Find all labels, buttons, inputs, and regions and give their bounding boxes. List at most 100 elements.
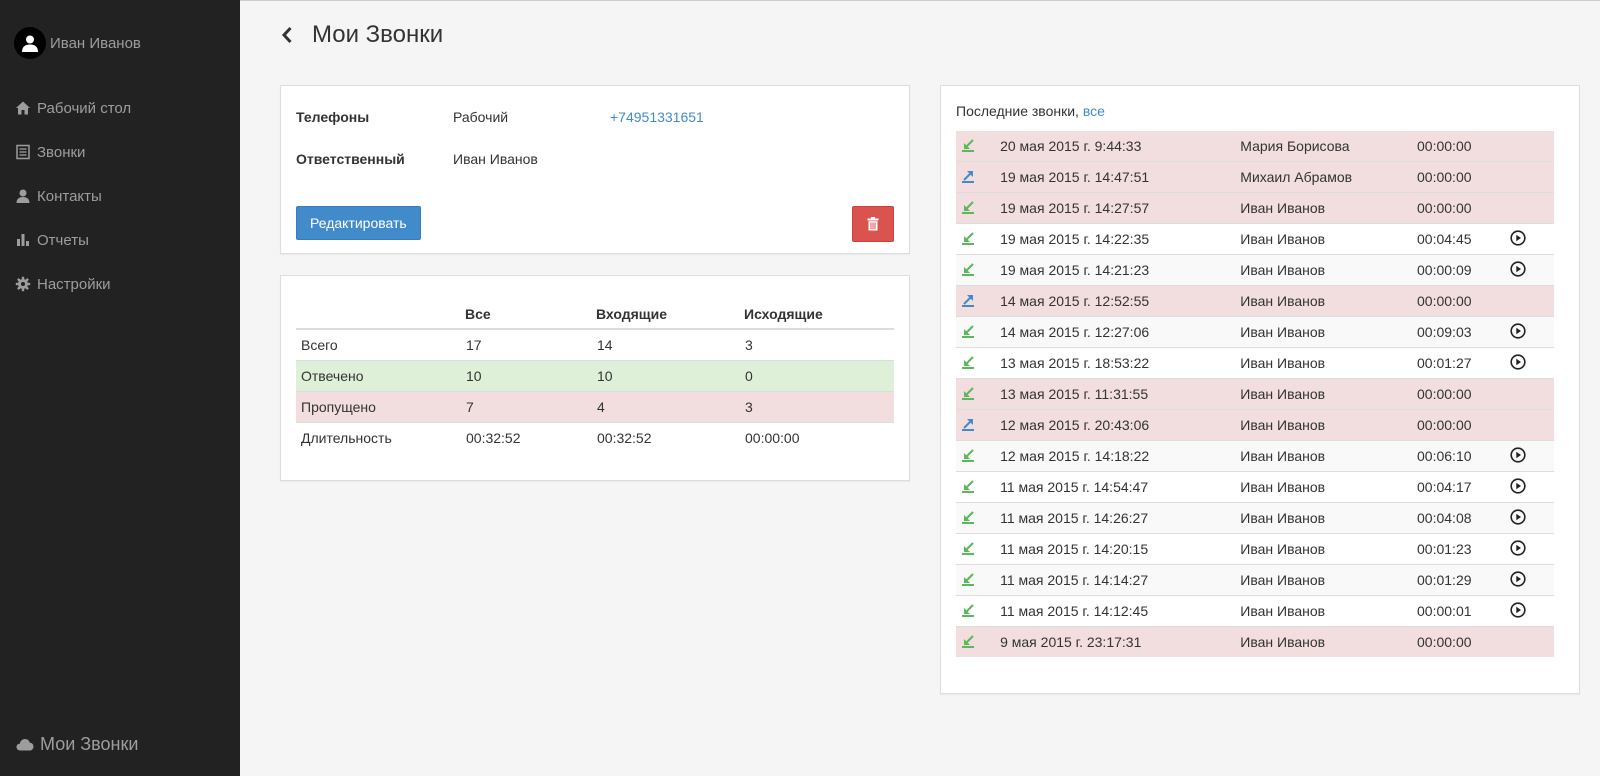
call-contact-name: Иван Иванов bbox=[1235, 285, 1413, 317]
call-play-cell bbox=[1505, 161, 1554, 193]
call-contact-name: Иван Иванов bbox=[1235, 595, 1413, 627]
call-duration: 00:04:17 bbox=[1412, 471, 1506, 503]
call-date: 13 мая 2015 г. 18:53:22 bbox=[995, 347, 1236, 379]
call-date: 11 мая 2015 г. 14:14:27 bbox=[995, 564, 1236, 596]
call-row[interactable]: 12 мая 2015 г. 14:18:22 Иван Иванов 00:06:… bbox=[956, 440, 1554, 472]
call-date: 14 мая 2015 г. 12:52:55 bbox=[995, 285, 1236, 317]
call-direction bbox=[956, 316, 996, 348]
stats-row-answered: Отвечено 10 10 0 bbox=[296, 360, 894, 392]
sidebar-item-contacts[interactable]: Контакты bbox=[0, 174, 240, 218]
stats-row-total: Всего 17 14 3 bbox=[296, 329, 894, 361]
call-direction bbox=[956, 502, 996, 534]
call-play-cell bbox=[1505, 192, 1554, 224]
call-play-cell bbox=[1505, 409, 1554, 441]
stats-panel: Все Входящие Исходящие Всего 17 14 3 Отв… bbox=[280, 275, 910, 481]
call-play-cell bbox=[1505, 626, 1554, 657]
call-row[interactable]: 9 мая 2015 г. 23:17:31 Иван Иванов 00:00:0… bbox=[956, 626, 1554, 657]
sidebar-item-settings[interactable]: Настройки bbox=[0, 262, 240, 306]
call-direction bbox=[956, 533, 996, 565]
play-icon[interactable] bbox=[1510, 570, 1526, 587]
sidebar-item-dashboard[interactable]: Рабочий стол bbox=[0, 86, 240, 130]
phone-number-link[interactable]: +74951331651 bbox=[610, 109, 704, 125]
incoming-call-icon bbox=[962, 355, 974, 369]
call-contact-name: Иван Иванов bbox=[1235, 471, 1413, 503]
incoming-call-icon bbox=[962, 200, 974, 214]
call-play-cell bbox=[1505, 347, 1554, 379]
call-contact-name: Иван Иванов bbox=[1235, 533, 1413, 565]
avatar bbox=[14, 27, 46, 59]
call-row[interactable]: 11 мая 2015 г. 14:54:47 Иван Иванов 00:04:… bbox=[956, 471, 1554, 503]
recent-calls-header: Последние звонки, все bbox=[956, 103, 1105, 119]
stats-cell: 00:00:00 bbox=[740, 422, 894, 453]
call-date: 12 мая 2015 г. 14:18:22 bbox=[995, 440, 1236, 472]
call-direction bbox=[956, 161, 996, 193]
call-duration: 00:04:45 bbox=[1412, 223, 1506, 255]
call-row[interactable]: 13 мая 2015 г. 18:53:22 Иван Иванов 00:01:… bbox=[956, 347, 1554, 379]
edit-button[interactable]: Редактировать bbox=[296, 206, 421, 240]
call-date: 19 мая 2015 г. 14:47:51 bbox=[995, 161, 1236, 193]
incoming-call-icon bbox=[962, 138, 974, 152]
call-row[interactable]: 19 мая 2015 г. 14:47:51 Михаил Абрамов 00:… bbox=[956, 161, 1554, 193]
call-row[interactable]: 11 мая 2015 г. 14:12:45 Иван Иванов 00:00:… bbox=[956, 595, 1554, 627]
stats-cell: Длительность bbox=[296, 422, 461, 453]
all-calls-link[interactable]: все bbox=[1082, 103, 1105, 119]
play-icon[interactable] bbox=[1510, 446, 1526, 463]
play-icon[interactable] bbox=[1510, 539, 1526, 556]
call-date: 11 мая 2015 г. 14:12:45 bbox=[995, 595, 1236, 627]
incoming-call-icon bbox=[962, 262, 974, 276]
call-row[interactable]: 12 мая 2015 г. 20:43:06 Иван Иванов 00:00:… bbox=[956, 409, 1554, 441]
call-row[interactable]: 11 мая 2015 г. 14:14:27 Иван Иванов 00:01:… bbox=[956, 564, 1554, 596]
call-row[interactable]: 19 мая 2015 г. 14:21:23 Иван Иванов 00:00:… bbox=[956, 254, 1554, 286]
incoming-call-icon bbox=[962, 510, 974, 524]
sidebar-item-calls[interactable]: Звонки bbox=[0, 130, 240, 174]
stats-cell: 10 bbox=[461, 360, 592, 392]
call-row[interactable]: 11 мая 2015 г. 14:20:15 Иван Иванов 00:01:… bbox=[956, 533, 1554, 565]
call-date: 19 мая 2015 г. 14:21:23 bbox=[995, 254, 1236, 286]
call-row[interactable]: 14 мая 2015 г. 12:52:55 Иван Иванов 00:00:… bbox=[956, 285, 1554, 317]
user-profile[interactable]: Иван Иванов bbox=[14, 27, 141, 59]
recent-calls-title: Последние звонки, bbox=[956, 103, 1083, 119]
call-contact-name: Иван Иванов bbox=[1235, 378, 1413, 410]
phone-type: Рабочий bbox=[453, 109, 509, 125]
call-direction bbox=[956, 409, 996, 441]
list-icon bbox=[15, 144, 37, 160]
call-row[interactable]: 19 мая 2015 г. 14:27:57 Иван Иванов 00:00:… bbox=[956, 192, 1554, 224]
call-date: 9 мая 2015 г. 23:17:31 bbox=[995, 626, 1236, 657]
brand[interactable]: Мои Звонки bbox=[16, 734, 138, 755]
call-duration: 00:04:08 bbox=[1412, 502, 1506, 534]
call-direction bbox=[956, 223, 996, 255]
back-chevron-icon[interactable] bbox=[280, 24, 302, 46]
call-row[interactable]: 11 мая 2015 г. 14:26:27 Иван Иванов 00:04:… bbox=[956, 502, 1554, 534]
play-icon[interactable] bbox=[1510, 601, 1526, 618]
sidebar-item-reports[interactable]: Отчеты bbox=[0, 218, 240, 262]
outgoing-call-icon bbox=[962, 294, 974, 307]
call-direction bbox=[956, 192, 996, 224]
main-content: Мои Звонки Телефоны Рабочий +74951331651… bbox=[240, 0, 1600, 776]
call-contact-name: Иван Иванов bbox=[1235, 223, 1413, 255]
incoming-call-icon bbox=[962, 572, 974, 586]
stats-cell: 00:32:52 bbox=[461, 422, 592, 453]
stats-cell: Всего bbox=[301, 337, 338, 353]
call-duration: 00:00:00 bbox=[1412, 161, 1506, 193]
call-date: 11 мая 2015 г. 14:26:27 bbox=[995, 502, 1236, 534]
incoming-call-icon bbox=[962, 448, 974, 462]
call-contact-name: Иван Иванов bbox=[1235, 254, 1413, 286]
call-contact-name: Иван Иванов bbox=[1235, 409, 1413, 441]
play-icon[interactable] bbox=[1510, 508, 1526, 525]
call-row[interactable]: 19 мая 2015 г. 14:22:35 Иван Иванов 00:04:… bbox=[956, 223, 1554, 255]
play-icon[interactable] bbox=[1510, 322, 1526, 339]
delete-button[interactable] bbox=[852, 206, 894, 242]
call-duration: 00:01:27 bbox=[1412, 347, 1506, 379]
call-row[interactable]: 20 мая 2015 г. 9:44:33 Мария Борисова 00:0… bbox=[956, 131, 1554, 162]
call-row[interactable]: 14 мая 2015 г. 12:27:06 Иван Иванов 00:09:… bbox=[956, 316, 1554, 348]
call-duration: 00:00:00 bbox=[1412, 626, 1506, 657]
play-icon[interactable] bbox=[1510, 229, 1526, 246]
brand-label: Мои Звонки bbox=[40, 734, 139, 754]
bar-chart-icon bbox=[15, 232, 37, 248]
play-icon[interactable] bbox=[1510, 260, 1526, 277]
call-duration: 00:00:00 bbox=[1412, 192, 1506, 224]
call-row[interactable]: 13 мая 2015 г. 11:31:55 Иван Иванов 00:00:… bbox=[956, 378, 1554, 410]
owner-name: Иван Иванов bbox=[453, 151, 538, 167]
play-icon[interactable] bbox=[1510, 353, 1526, 370]
play-icon[interactable] bbox=[1510, 477, 1526, 494]
